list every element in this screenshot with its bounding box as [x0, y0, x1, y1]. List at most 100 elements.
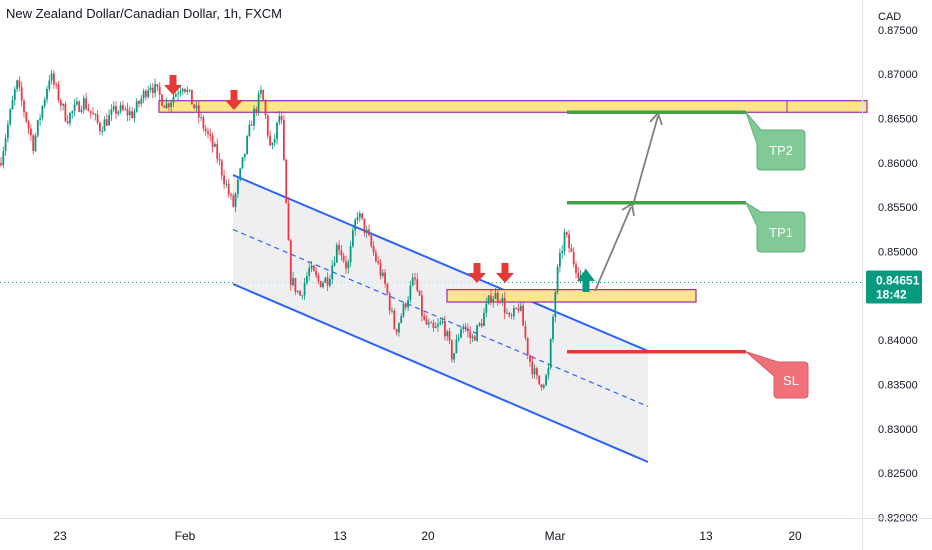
candle: [460, 327, 462, 339]
arrow-head: [225, 100, 243, 110]
candle: [218, 152, 221, 166]
candle-body: [577, 272, 580, 279]
candle-body: [427, 322, 430, 325]
candle: [496, 289, 499, 306]
candle-body: [280, 116, 283, 120]
candle: [545, 373, 547, 387]
tp1-label-text: TP1: [769, 225, 793, 240]
candle: [446, 329, 449, 341]
candle: [542, 383, 545, 390]
tp2-label: TP2: [745, 111, 806, 171]
candle: [165, 97, 168, 110]
price-tick-label: 0.87000: [878, 69, 918, 81]
countdown-value: 18:42: [876, 287, 907, 301]
candle: [462, 323, 465, 334]
candle: [11, 95, 14, 110]
price-tick-label: 0.87500: [878, 25, 918, 37]
candle-body: [131, 111, 133, 119]
candle-body: [172, 96, 175, 103]
candle: [457, 333, 460, 343]
candle: [352, 225, 354, 249]
candle-body: [0, 162, 2, 166]
candle: [418, 290, 421, 297]
candle: [89, 110, 92, 119]
candle: [423, 312, 426, 322]
candle: [365, 225, 368, 239]
candle-body: [467, 328, 469, 332]
candle: [30, 124, 32, 141]
candle-body: [329, 279, 331, 286]
candle: [370, 232, 373, 249]
candle-body: [124, 108, 127, 110]
candle: [20, 81, 23, 107]
candle-body: [545, 375, 547, 385]
time-tick-label: 13: [333, 529, 347, 543]
candle: [230, 192, 232, 200]
candle-body: [425, 319, 428, 325]
candle-body: [480, 323, 483, 327]
candle: [273, 134, 276, 147]
candle: [145, 89, 147, 101]
candle-body: [506, 312, 508, 314]
candle-body: [191, 89, 193, 105]
candle: [524, 320, 527, 341]
candle: [122, 100, 124, 112]
candle: [283, 114, 285, 162]
candle: [103, 116, 106, 132]
candle: [287, 197, 290, 241]
candle: [209, 128, 212, 142]
candle: [186, 86, 189, 95]
candle-body: [145, 90, 147, 97]
candle: [80, 105, 83, 114]
candle-body: [448, 331, 451, 341]
candle: [2, 146, 5, 169]
candle: [324, 276, 327, 284]
candle-body: [312, 265, 315, 272]
candle-body: [57, 84, 60, 101]
candle: [381, 269, 384, 278]
candle-body: [565, 232, 568, 235]
tp1-label: TP1: [744, 201, 806, 253]
time-tick-label: 13: [699, 529, 713, 543]
price-tick-label: 0.86000: [878, 158, 918, 170]
candle: [395, 328, 398, 336]
price-tick-label: 0.85500: [878, 202, 918, 214]
candle-body: [294, 278, 297, 292]
candle: [138, 100, 140, 108]
candle-body: [2, 151, 5, 166]
candle-body: [317, 275, 320, 282]
resistance-zone: [158, 100, 868, 113]
candle-body: [234, 193, 237, 207]
candle: [437, 318, 439, 332]
candle: [338, 240, 340, 256]
candle: [85, 92, 87, 111]
candle: [177, 88, 179, 101]
candle: [317, 273, 320, 285]
candle: [409, 280, 412, 303]
candle-body: [138, 101, 140, 104]
arrow-shaft: [473, 263, 481, 273]
candle: [345, 255, 347, 274]
chart-title: New Zealand Dollar/Canadian Dollar, 1h, …: [6, 6, 283, 21]
candle: [108, 109, 110, 126]
candle: [561, 245, 564, 259]
candle: [342, 252, 345, 263]
candle-body: [331, 265, 334, 280]
tp2-label-box: [745, 111, 806, 171]
candle: [115, 101, 117, 120]
candle-body: [354, 219, 357, 231]
candle: [464, 323, 467, 332]
candle: [105, 113, 108, 127]
candle-body: [379, 263, 382, 276]
candle: [547, 363, 550, 380]
candle: [565, 231, 568, 238]
time-tick-label: Feb: [175, 529, 196, 543]
candle-body: [381, 272, 384, 276]
candle: [135, 98, 138, 113]
candle-body: [552, 316, 554, 340]
candle-body: [181, 88, 184, 92]
candle-body: [572, 251, 575, 265]
arrow-shaft: [230, 90, 238, 100]
